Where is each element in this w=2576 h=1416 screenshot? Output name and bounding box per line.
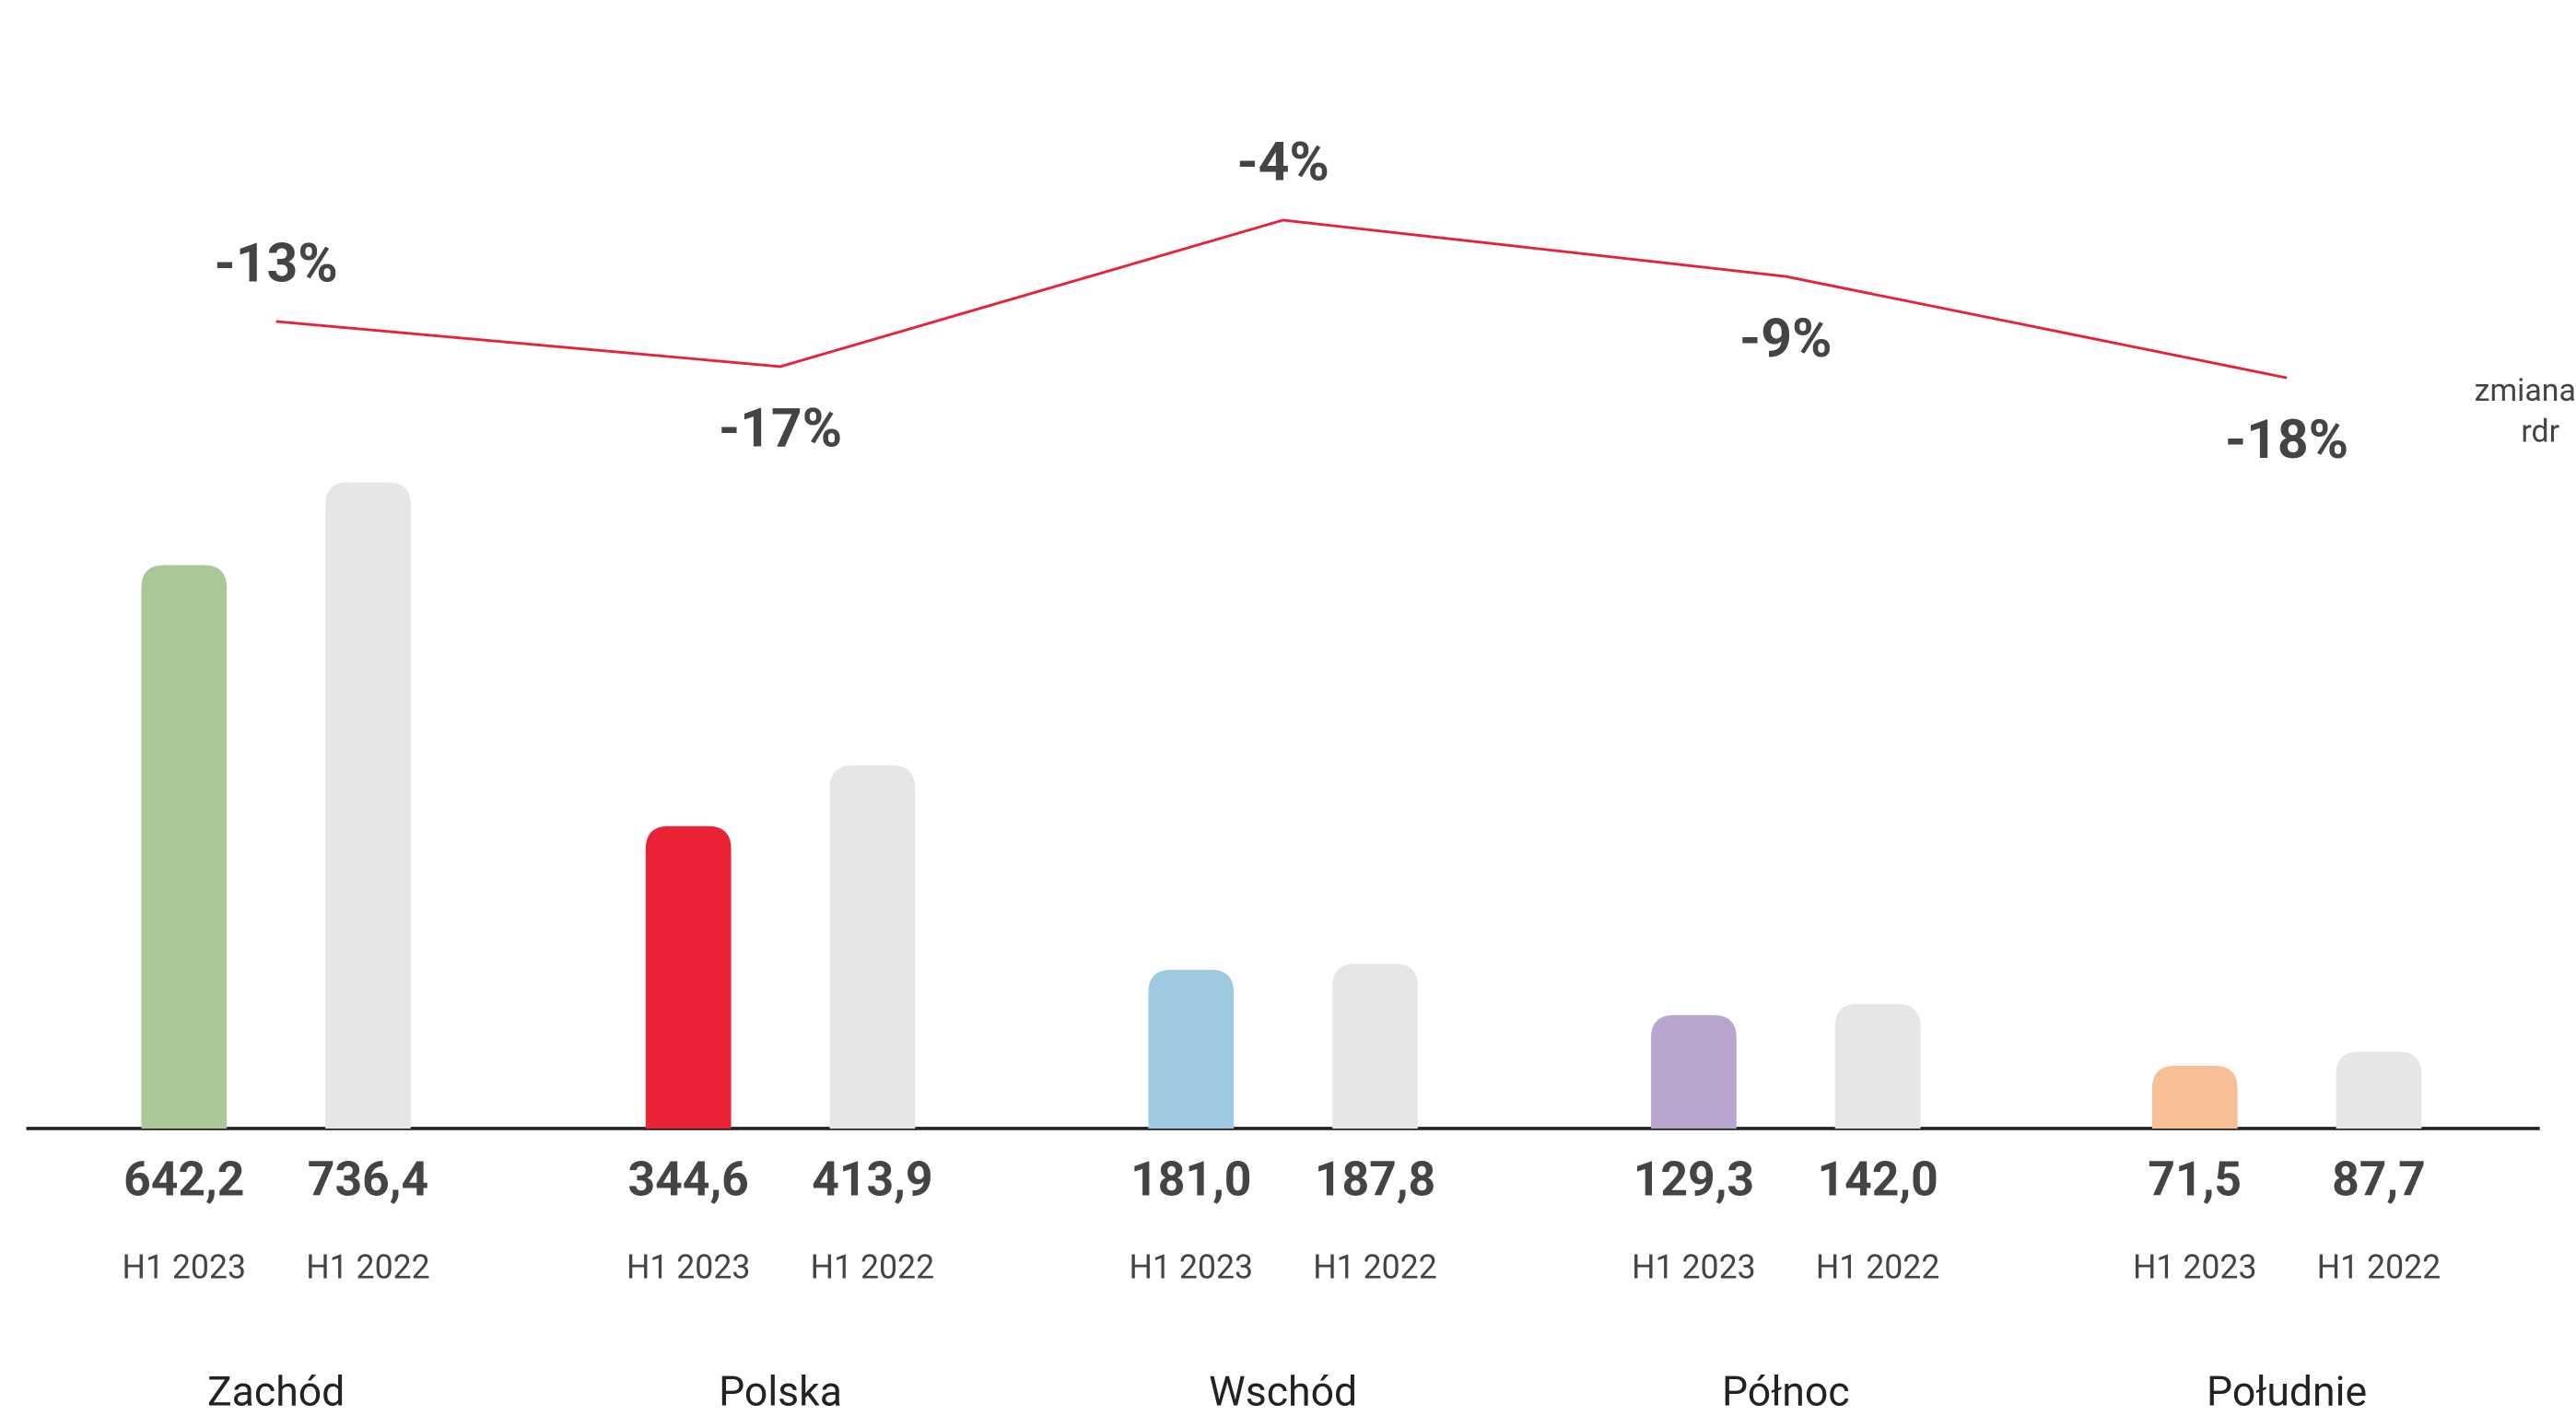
change-line: [275, 218, 2288, 380]
category-label: Południe: [2207, 1368, 2367, 1416]
category-label: Wschód: [1209, 1368, 1357, 1416]
value-label: 181,0: [1130, 1151, 1251, 1207]
series-label: H1 2022: [811, 1248, 934, 1287]
bar: [645, 825, 732, 1129]
change-label: -18%: [2225, 408, 2348, 472]
value-label: 413,9: [812, 1151, 932, 1207]
bar: [1332, 964, 1418, 1129]
value-label: 344,6: [628, 1151, 749, 1207]
series-label: H1 2023: [626, 1248, 750, 1287]
change-label: -13%: [215, 232, 338, 296]
series-label: H1 2023: [1130, 1248, 1253, 1287]
bar: [141, 565, 228, 1129]
series-label: H1 2023: [123, 1248, 246, 1287]
series-label: H1 2023: [2133, 1248, 2256, 1287]
series-label: H1 2023: [1632, 1248, 1755, 1287]
series-label: H1 2022: [1816, 1248, 1939, 1287]
value-label: 142,0: [1817, 1151, 1938, 1207]
change-label: -9%: [1739, 307, 1832, 370]
series-label: H1 2022: [2317, 1248, 2441, 1287]
bar: [1834, 1003, 1921, 1129]
bar: [2336, 1051, 2422, 1129]
value-label: 71,5: [2148, 1151, 2242, 1207]
bar: [1651, 1014, 1737, 1129]
bar: [325, 482, 411, 1129]
value-label: 736,4: [308, 1151, 428, 1207]
value-label: 187,8: [1315, 1151, 1435, 1207]
change-label: -17%: [719, 397, 842, 461]
line-label: rdr: [2521, 415, 2559, 451]
category-label: Polska: [719, 1368, 842, 1416]
change-label: -4%: [1236, 131, 1329, 194]
value-label: 87,7: [2332, 1151, 2426, 1207]
bar: [829, 765, 916, 1129]
line-label: zmiana: [2475, 373, 2576, 409]
value-label: 642,2: [123, 1151, 244, 1207]
series-label: H1 2022: [306, 1248, 429, 1287]
bar: [2151, 1065, 2238, 1129]
value-label: 129,3: [1633, 1151, 1754, 1207]
bar: [1148, 969, 1235, 1129]
category-label: Zachód: [207, 1368, 345, 1416]
series-label: H1 2022: [1313, 1248, 1436, 1287]
category-label: Północ: [1722, 1368, 1850, 1416]
